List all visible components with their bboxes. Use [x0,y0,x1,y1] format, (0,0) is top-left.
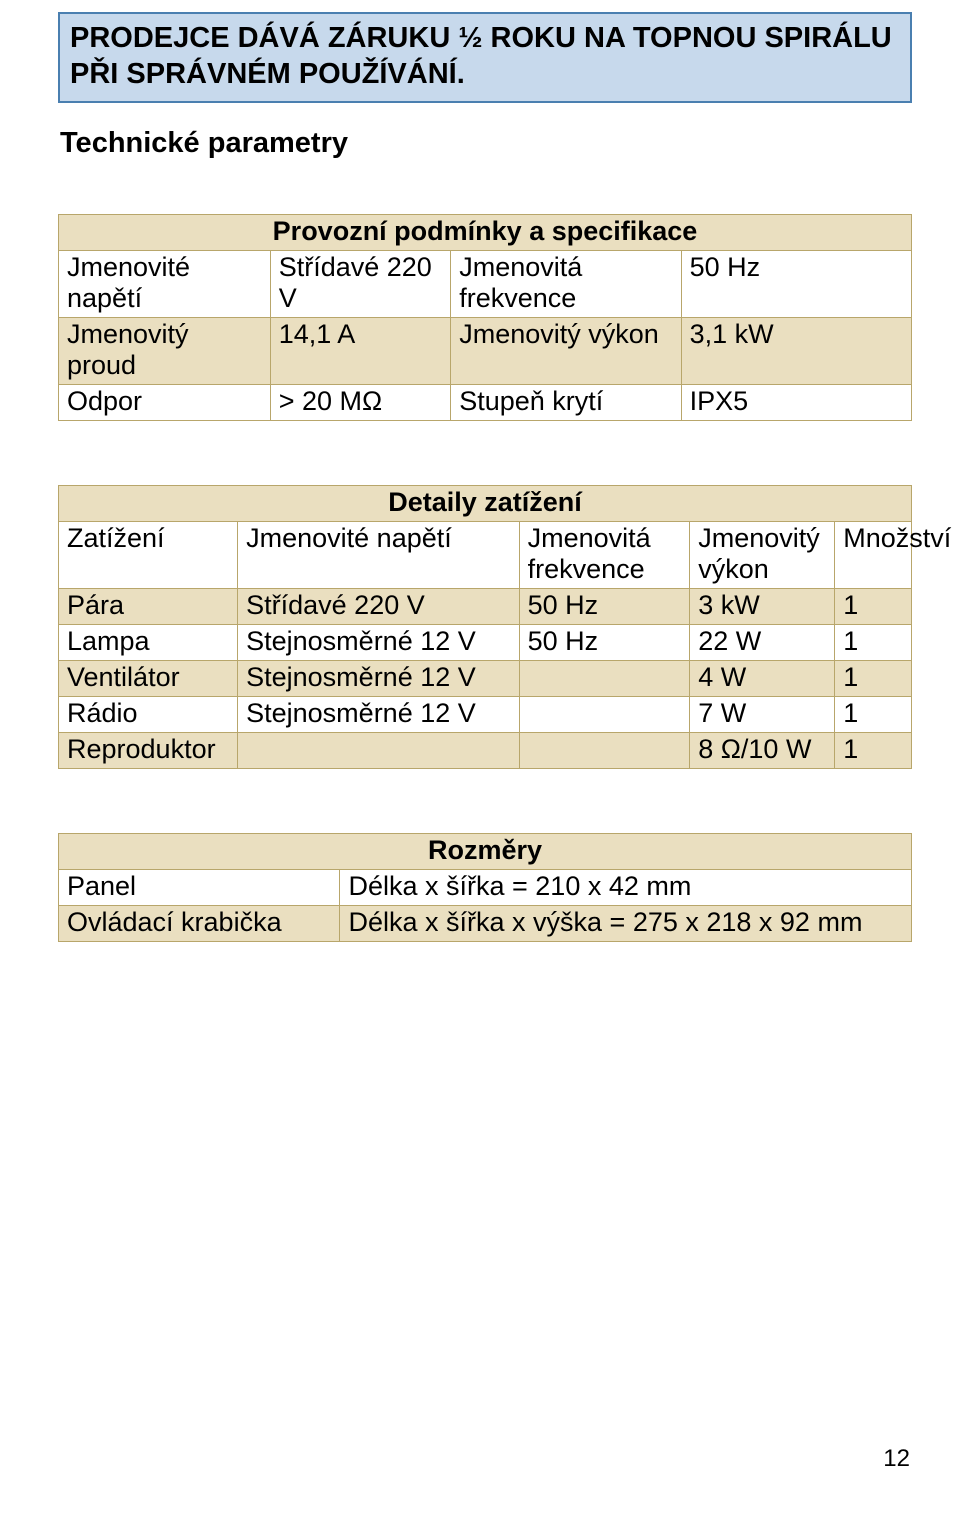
table-row: Pára Střídavé 220 V 50 Hz 3 kW 1 [59,588,912,624]
details-title: Detaily zatížení [59,485,912,521]
cell: Stejnosměrné 12 V [238,660,519,696]
cell-label: Odpor [59,384,271,420]
cell-label: Stupeň krytí [451,384,681,420]
dims-title-row: Rozměry [59,833,912,869]
table-row: Panel Délka x šířka = 210 x 42 mm [59,869,912,905]
col-header-line: frekvence [528,554,645,584]
col-header-line: Jmenovitý [698,523,820,553]
dimensions-table: Rozměry Panel Délka x šířka = 210 x 42 m… [58,833,912,942]
page-number: 12 [883,1445,910,1473]
dims-title: Rozměry [59,833,912,869]
col-header: Zatížení [59,521,238,588]
table-row: Rádio Stejnosměrné 12 V 7 W 1 [59,696,912,732]
col-header: Jmenovitá frekvence [519,521,690,588]
cell: Ventilátor [59,660,238,696]
cell: Stejnosměrné 12 V [238,696,519,732]
table-row: Ovládací krabička Délka x šířka x výška … [59,905,912,941]
cell [238,732,519,768]
cell-value: 50 Hz [681,250,911,317]
cell: 3 kW [690,588,835,624]
cell: 4 W [690,660,835,696]
conditions-title: Provozní podmínky a specifikace [59,214,912,250]
cell [519,732,690,768]
details-title-row: Detaily zatížení [59,485,912,521]
cell-value: Střídavé 220 V [270,250,451,317]
cell: Střídavé 220 V [238,588,519,624]
table-row: Odpor > 20 MΩ Stupeň krytí IPX5 [59,384,912,420]
col-header-line: Jmenovitá [528,523,651,553]
details-table: Detaily zatížení Zatížení Jmenovité napě… [58,485,912,769]
cell: 1 [835,732,912,768]
cell: 1 [835,660,912,696]
cell-label: Jmenovitý výkon [451,317,681,384]
table-row: Ventilátor Stejnosměrné 12 V 4 W 1 [59,660,912,696]
cell: Rádio [59,696,238,732]
cell: 50 Hz [519,624,690,660]
cell-value: IPX5 [681,384,911,420]
cell: Stejnosměrné 12 V [238,624,519,660]
warranty-text: PRODEJCE DÁVÁ ZÁRUKU ½ ROKU NA TOPNOU SP… [70,22,892,90]
cell: 50 Hz [519,588,690,624]
table-row: Jmenovitý proud 14,1 A Jmenovitý výkon 3… [59,317,912,384]
cell: 8 Ω/10 W [690,732,835,768]
section-heading: Technické parametry [58,127,912,160]
cell: 1 [835,624,912,660]
cell-value: Délka x šířka x výška = 275 x 218 x 92 m… [340,905,912,941]
cell: 7 W [690,696,835,732]
cell: 1 [835,696,912,732]
cell [519,696,690,732]
cell-value: 14,1 A [270,317,451,384]
cell: 22 W [690,624,835,660]
col-header: Jmenovité napětí [238,521,519,588]
table-row: Lampa Stejnosměrné 12 V 50 Hz 22 W 1 [59,624,912,660]
conditions-table: Provozní podmínky a specifikace Jmenovit… [58,214,912,421]
page: PRODEJCE DÁVÁ ZÁRUKU ½ ROKU NA TOPNOU SP… [0,0,960,1513]
cell: Lampa [59,624,238,660]
cell-label: Jmenovitá frekvence [451,250,681,317]
cell: Reproduktor [59,732,238,768]
cell: 1 [835,588,912,624]
conditions-title-row: Provozní podmínky a specifikace [59,214,912,250]
table-row: Jmenovité napětí Střídavé 220 V Jmenovit… [59,250,912,317]
col-header: Množství [835,521,912,588]
cell-label: Jmenovité napětí [59,250,271,317]
cell-value: 3,1 kW [681,317,911,384]
cell-label: Ovládací krabička [59,905,340,941]
cell-value: Délka x šířka = 210 x 42 mm [340,869,912,905]
col-header: Jmenovitý výkon [690,521,835,588]
table-row: Reproduktor 8 Ω/10 W 1 [59,732,912,768]
col-header-line: výkon [698,554,769,584]
cell-label: Jmenovitý proud [59,317,271,384]
cell-label: Panel [59,869,340,905]
cell: Pára [59,588,238,624]
details-header-row: Zatížení Jmenovité napětí Jmenovitá frek… [59,521,912,588]
cell [519,660,690,696]
warranty-box: PRODEJCE DÁVÁ ZÁRUKU ½ ROKU NA TOPNOU SP… [58,12,912,103]
cell-value: > 20 MΩ [270,384,451,420]
